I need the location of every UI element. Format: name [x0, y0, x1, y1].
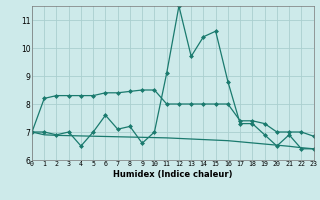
X-axis label: Humidex (Indice chaleur): Humidex (Indice chaleur) [113, 170, 233, 179]
